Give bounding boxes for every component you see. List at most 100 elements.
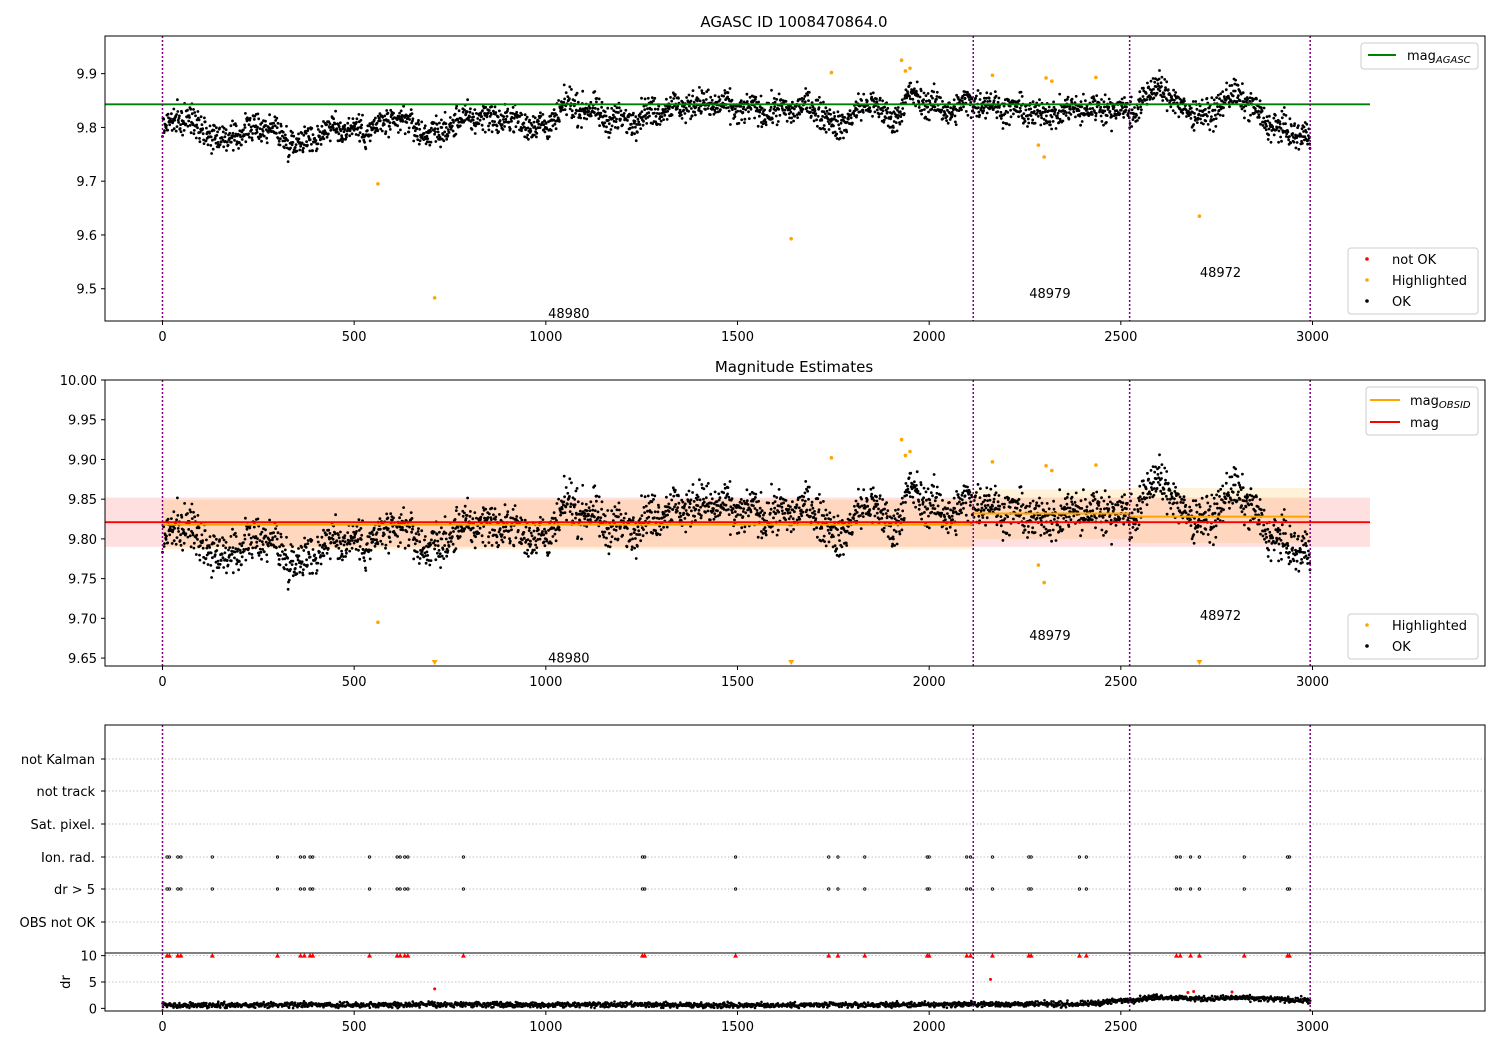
ok-point [1254,107,1257,110]
ok-point [242,541,245,544]
ok-point [1121,106,1124,109]
ok-point [945,119,948,122]
ok-point [241,555,244,558]
ok-point [417,527,420,530]
ok-point [243,534,246,537]
ok-point [822,514,825,517]
x-tick-label: 500 [342,330,367,345]
ok-point [209,144,212,147]
ok-point [311,572,314,575]
ok-point [250,537,253,540]
ok-point [770,89,773,92]
ok-point [454,518,457,521]
highlighted-point [991,73,995,77]
ok-point [217,560,220,563]
ok-point [451,535,454,538]
ok-point [762,122,765,125]
ok-point [272,122,275,125]
ok-point [925,491,928,494]
ok-point [845,131,848,134]
ok-point [876,500,879,503]
ok-point [1119,112,1122,115]
ok-point [703,92,706,95]
ok-point [213,124,216,127]
ok-point [240,563,243,566]
ok-point [784,518,787,521]
ok-point [165,538,168,541]
ok-point [215,549,218,552]
ok-point [370,549,373,552]
ok-point [583,517,586,520]
ok-point [1214,125,1217,128]
ok-point [318,551,321,554]
ok-point [820,527,823,530]
ok-point [279,144,282,147]
ok-point [944,518,947,521]
ok-point [953,497,956,500]
ok-point [676,107,679,110]
ok-point [291,131,294,134]
ok-point [302,574,305,577]
ok-point [1194,100,1197,103]
ok-point [326,552,329,555]
ok-point [823,128,826,131]
ok-point [535,132,538,135]
ok-point [630,548,633,551]
ok-point [597,112,600,115]
ok-point [208,546,211,549]
ok-point [478,532,481,535]
ok-point [1243,100,1246,103]
ok-point [515,125,518,128]
ok-point [983,509,986,512]
ok-point [636,131,639,134]
ok-point [882,513,885,516]
ok-point [776,534,779,537]
ok-point [1307,134,1310,137]
ok-point [1169,105,1172,108]
ok-point [501,123,504,126]
ok-point [205,557,208,560]
ok-point [366,542,369,545]
ok-point [1161,76,1164,79]
ok-point [965,110,968,113]
ok-point [327,547,330,550]
ok-point [789,108,792,111]
ok-point [917,490,920,493]
ok-point [244,126,247,129]
ok-point [1079,124,1082,127]
ok-point [892,126,895,129]
ok-point [389,530,392,533]
ok-point [633,547,636,550]
ok-point [416,556,419,559]
ok-point [1272,117,1275,120]
ok-point [429,130,432,133]
ok-point [716,107,719,110]
ok-point [892,538,895,541]
ok-point [552,535,555,538]
ok-point [575,490,578,493]
ok-point [1267,134,1270,137]
ok-point [789,505,792,508]
ok-point [651,96,654,99]
ok-point [285,125,288,128]
ok-point [703,501,706,504]
ok-point [979,487,982,490]
ok-point [568,495,571,498]
ok-point [609,131,612,134]
ok-point [334,513,337,516]
ok-point [1208,111,1211,114]
ok-point [351,547,354,550]
ok-point [308,553,311,556]
ok-point [1197,117,1200,120]
ok-point [513,131,516,134]
ok-point [302,568,305,571]
ok-point [862,93,865,96]
ok-point [1234,79,1237,82]
ok-point [568,97,571,100]
ok-point [920,518,923,521]
ok-point [1218,97,1221,100]
ok-point [779,114,782,117]
ok-point [789,111,792,114]
ok-point [345,552,348,555]
